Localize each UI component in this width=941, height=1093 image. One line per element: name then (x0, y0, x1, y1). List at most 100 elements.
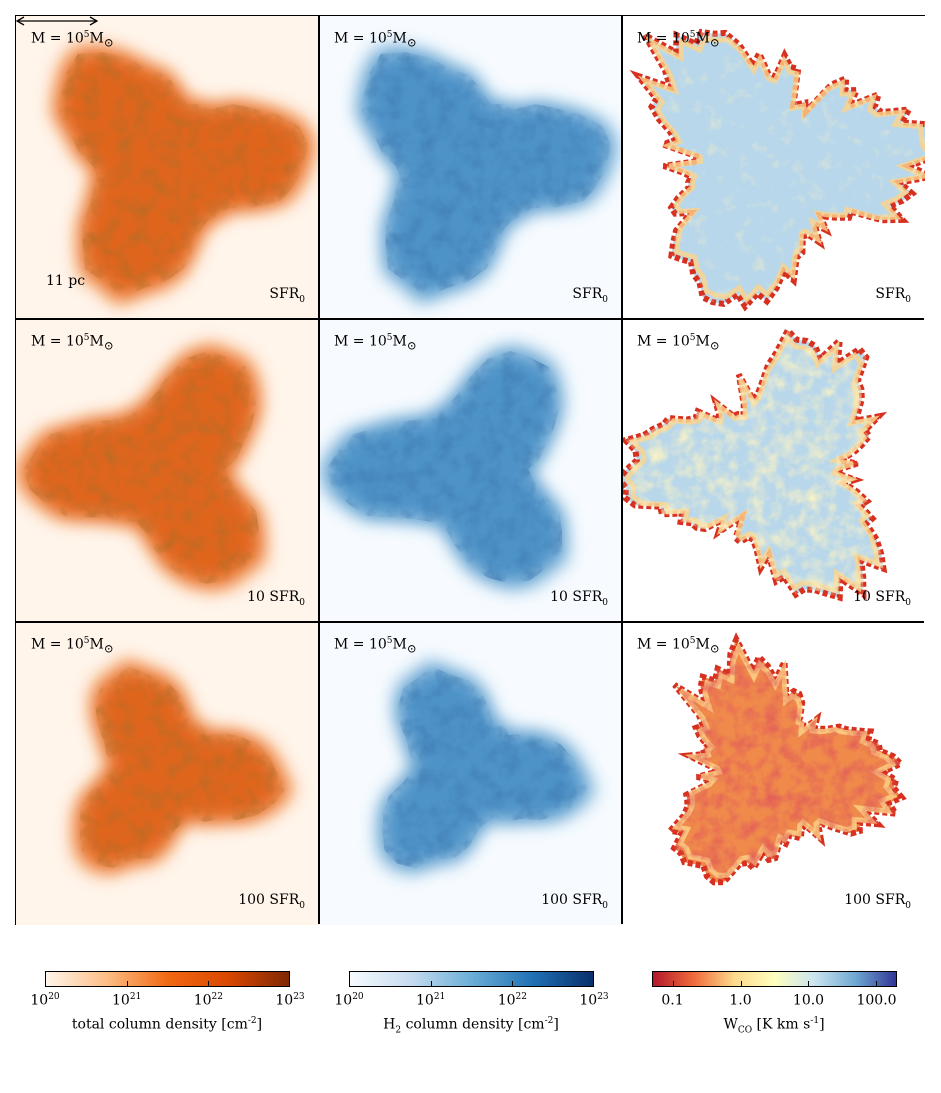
sfr-text: SFR (269, 286, 300, 303)
mass-text: M = 10 (31, 636, 84, 653)
colorbar-tick-label: 1022 (194, 992, 223, 1009)
label-superscript: -1 (810, 1016, 820, 1026)
mass-exponent: 5 (83, 333, 90, 343)
tick-base: 10 (112, 992, 130, 1009)
colorbar-tick (808, 981, 810, 986)
mass-unit: M (695, 30, 710, 47)
mass-unit: M (89, 333, 104, 350)
mass-label: M = 105M⊙ (334, 636, 417, 655)
sfr-text: SFR (572, 286, 603, 303)
mass-exponent: 5 (386, 636, 393, 646)
colorbar-tick (431, 981, 432, 986)
map-image (629, 27, 925, 312)
mass-exponent: 5 (689, 30, 696, 40)
panel-divider (318, 16, 320, 924)
sfr-text: SFR (875, 892, 906, 909)
map-image (51, 44, 318, 307)
sfr-factor: 100 (844, 892, 876, 909)
sfr-label: 10 SFR0 (853, 589, 911, 608)
sfr-subscript: 0 (299, 598, 305, 608)
map-panel: M = 105M⊙ 100 SFR0 (319, 622, 622, 925)
mass-exponent: 5 (386, 30, 393, 40)
tick-exponent: 23 (597, 992, 609, 1002)
tick-base: 0.1 (661, 992, 684, 1009)
colorbar-tick-label: 1021 (112, 992, 141, 1009)
mass-exponent: 5 (83, 636, 90, 646)
mass-unit: M (695, 636, 710, 653)
label-subscript: 2 (395, 1025, 402, 1036)
scale-bar-arrow-icon (16, 16, 98, 26)
label-part: column density [cm (401, 1016, 545, 1033)
colorbar-tick-label: 1023 (579, 992, 608, 1009)
mass-text: M = 10 (334, 636, 387, 653)
label-part: ] (553, 1016, 559, 1033)
sfr-text: SFR (875, 589, 906, 606)
map-image (72, 657, 296, 877)
label-part: ] (256, 1016, 263, 1033)
mass-unit: M (89, 30, 104, 47)
sun-symbol: ⊙ (406, 35, 417, 50)
map-panel: M = 105M⊙ SFR0 11 pc (16, 16, 319, 319)
map-panel: M = 105M⊙ 10 SFR0 (622, 319, 925, 622)
sfr-label: 100 SFR0 (844, 892, 911, 911)
tick-base: 1.0 (729, 992, 752, 1009)
sun-symbol: ⊙ (709, 35, 720, 50)
colorbar-tick-label: 10.0 (793, 992, 824, 1009)
tick-exponent: 20 (48, 992, 60, 1002)
tick-base: 10 (275, 992, 294, 1009)
map-panel: M = 105M⊙ 100 SFR0 (622, 622, 925, 925)
map-image (375, 657, 599, 877)
mass-text: M = 10 (31, 30, 84, 47)
tick-exponent: 22 (211, 992, 223, 1002)
mass-exponent: 5 (386, 333, 393, 343)
sfr-subscript: 0 (602, 901, 608, 911)
colorbar-tick (673, 981, 675, 986)
sfr-factor: 100 (238, 892, 270, 909)
sfr-factor: 10 (853, 589, 876, 606)
sfr-text: SFR (572, 589, 603, 606)
map-image (664, 632, 907, 886)
mass-unit: M (695, 333, 710, 350)
mass-unit: M (392, 30, 407, 47)
label-part: ] (819, 1016, 825, 1033)
map-panel: M = 105M⊙ SFR0 (622, 16, 925, 319)
colorbar-tick (127, 981, 128, 986)
sun-symbol: ⊙ (103, 641, 114, 656)
sfr-label: SFR0 (269, 286, 305, 305)
mass-exponent: 5 (689, 333, 696, 343)
sun-symbol: ⊙ (103, 338, 114, 353)
mass-label: M = 105M⊙ (31, 636, 114, 655)
mass-text: M = 10 (637, 636, 690, 653)
sfr-label: SFR0 (875, 286, 911, 305)
panel-divider (621, 16, 623, 924)
mass-exponent: 5 (83, 30, 90, 40)
colorbar-tick-label: 1020 (30, 992, 59, 1009)
mass-label: M = 105M⊙ (31, 30, 114, 49)
mass-unit: M (392, 636, 407, 653)
tick-base: 10 (30, 992, 49, 1009)
colorbar-tick-label: 1022 (498, 992, 527, 1009)
sfr-label: SFR0 (572, 286, 608, 305)
scale-bar-label: 11 pc (46, 273, 86, 289)
label-part: total column density [cm (71, 1016, 248, 1033)
map-panel: M = 105M⊙ SFR0 (319, 16, 622, 319)
panel-divider (16, 621, 924, 623)
mass-text: M = 10 (637, 333, 690, 350)
sfr-subscript: 0 (905, 295, 911, 305)
mass-label: M = 105M⊙ (637, 636, 720, 655)
map-panel: M = 105M⊙ 100 SFR0 (16, 622, 319, 925)
label-part: [K km s (752, 1016, 811, 1033)
sfr-label: 10 SFR0 (247, 589, 305, 608)
map-image (319, 342, 570, 593)
sun-symbol: ⊙ (406, 641, 417, 656)
sfr-subscript: 0 (905, 598, 911, 608)
tick-base: 10 (497, 992, 516, 1009)
sun-symbol: ⊙ (103, 35, 114, 50)
sfr-factor: 10 (550, 589, 573, 606)
colorbar-tick-label: 1023 (275, 992, 304, 1009)
mass-text: M = 10 (334, 30, 387, 47)
colorbar-tick-label: 1021 (416, 992, 445, 1009)
sfr-text: SFR (572, 892, 603, 909)
map-image (354, 44, 621, 307)
tick-exponent: 20 (352, 992, 364, 1002)
